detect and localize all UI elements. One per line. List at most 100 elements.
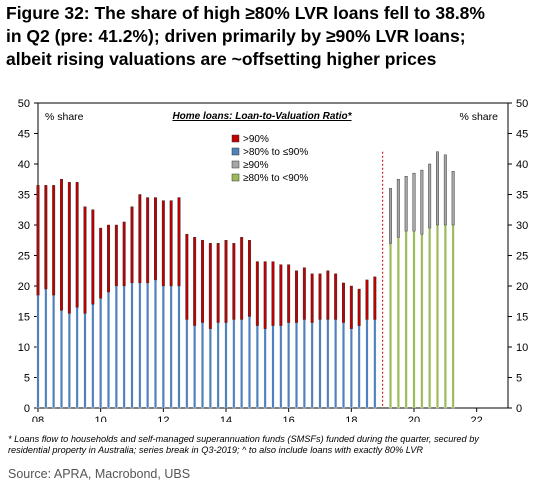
bar-gt80-le90	[224, 322, 228, 409]
x-tick-label: 08	[32, 415, 44, 422]
bar-gt80-le90	[232, 319, 236, 409]
bar-gt90	[114, 224, 118, 287]
legend-swatch	[231, 147, 240, 156]
bar-gt90	[216, 243, 220, 323]
bar-gt80-le90	[36, 294, 40, 409]
y-tick-label-left: 50	[18, 98, 30, 110]
bar-gt90	[67, 182, 71, 314]
chart-inner-title: Home loans: Loan-to-Valuation Ratio*	[172, 111, 352, 122]
y-tick-label-right: 20	[516, 281, 528, 293]
bar-gt90	[177, 197, 181, 287]
bar-gt90	[208, 243, 212, 329]
bar-gt80-le90	[349, 328, 353, 409]
bar-ge80-lt90	[451, 224, 455, 409]
bar-gt90	[224, 240, 228, 323]
bar-gt90	[185, 233, 189, 320]
legend-label: >80% to ≤90%	[243, 147, 308, 158]
bar-ge90	[420, 169, 424, 235]
y-axis-label-left: % share	[45, 111, 84, 123]
bar-ge80-lt90	[436, 224, 439, 409]
bar-ge90	[404, 175, 408, 232]
bar-gt90	[99, 227, 103, 299]
bar-gt80-le90	[365, 319, 369, 409]
y-tick-label-left: 5	[24, 373, 30, 385]
bar-gt90	[248, 240, 251, 317]
bar-gt80-le90	[342, 322, 345, 409]
x-tick-label: 10	[95, 415, 107, 422]
bar-gt80-le90	[295, 322, 298, 409]
title-line-3: albeit rising valuations are ~offsetting…	[6, 49, 437, 69]
x-tick-label: 14	[220, 415, 232, 422]
bar-gt80-le90	[60, 310, 63, 409]
y-tick-label-right: 0	[516, 403, 522, 415]
footnote: * Loans flow to households and self-mana…	[8, 434, 538, 456]
source-note: Source: APRA, Macrobond, UBS	[8, 467, 191, 481]
bar-ge90	[451, 171, 455, 226]
bar-ge80-lt90	[396, 237, 400, 409]
bar-gt90	[373, 276, 377, 320]
bar-ge80-lt90	[428, 227, 432, 409]
bar-gt90	[130, 206, 134, 284]
bar-gt90	[302, 267, 306, 320]
bar-gt80-le90	[373, 319, 377, 409]
bar-gt90	[310, 273, 314, 323]
y-tick-label-left: 25	[18, 251, 30, 263]
bar-gt80-le90	[67, 313, 71, 409]
y-tick-label-right: 45	[516, 129, 528, 141]
bar-gt90	[91, 209, 95, 305]
bar-gt90	[349, 285, 353, 329]
bar-gt80-le90	[216, 322, 220, 409]
bar-ge80-lt90	[420, 233, 424, 409]
y-tick-label-left: 20	[18, 281, 30, 293]
bar-gt90	[201, 240, 204, 323]
bar-gt90	[271, 261, 275, 326]
legend-swatch	[231, 134, 240, 143]
y-tick-label-right: 15	[516, 312, 528, 324]
bar-gt80-le90	[318, 319, 322, 409]
bar-layer	[36, 151, 455, 409]
bar-gt90	[107, 224, 110, 293]
y-tick-label-left: 15	[18, 312, 30, 324]
y-tick-label-left: 45	[18, 129, 30, 141]
bar-gt80-le90	[146, 282, 150, 409]
bar-ge90	[412, 172, 416, 232]
bar-gt90	[255, 261, 259, 326]
legend-swatch	[231, 160, 240, 169]
bar-gt90	[193, 236, 197, 326]
footnote-line-1: * Loans flow to households and self-mana…	[8, 434, 479, 444]
bar-gt90	[365, 279, 369, 320]
bar-gt90	[357, 288, 361, 326]
x-tick-label: 18	[345, 415, 357, 422]
bar-ge90	[396, 179, 400, 238]
y-tick-label-right: 30	[516, 220, 528, 232]
bar-gt90	[287, 264, 291, 323]
y-tick-label-right: 10	[516, 342, 528, 354]
bar-gt90	[232, 243, 236, 320]
bar-ge90	[443, 154, 447, 226]
y-tick-label-right: 35	[516, 190, 528, 202]
title-line-2: in Q2 (pre: 41.2%); driven primarily by …	[6, 26, 466, 46]
y-tick-label-right: 50	[516, 98, 528, 110]
bar-gt80-le90	[357, 325, 361, 409]
bar-gt80-le90	[326, 319, 330, 409]
bar-gt90	[83, 206, 87, 314]
bar-gt80-le90	[161, 285, 165, 409]
bar-gt80-le90	[177, 285, 181, 409]
x-tick-label: 20	[408, 415, 420, 422]
bar-gt90	[154, 197, 157, 281]
bar-gt90	[326, 270, 330, 320]
bar-ge80-lt90	[389, 243, 392, 409]
bar-gt90	[52, 185, 56, 296]
bar-gt80-le90	[240, 319, 244, 409]
bar-gt80-le90	[287, 322, 291, 409]
legend-label: >90%	[243, 134, 269, 145]
bar-gt80-le90	[208, 328, 212, 409]
bar-gt90	[318, 273, 322, 320]
legend-label: ≥90%	[243, 160, 269, 171]
bar-gt80-le90	[83, 313, 87, 409]
bar-gt90	[169, 200, 173, 287]
y-tick-label-right: 40	[516, 159, 528, 171]
figure-title: Figure 32: The share of high ≥80% LVR lo…	[6, 2, 542, 71]
title-line-1: Figure 32: The share of high ≥80% LVR lo…	[6, 3, 485, 23]
bar-ge90	[389, 188, 392, 244]
